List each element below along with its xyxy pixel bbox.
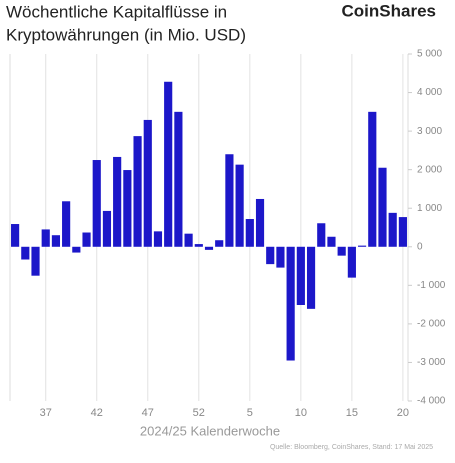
bar bbox=[255, 198, 265, 247]
bar bbox=[245, 219, 254, 247]
bar bbox=[31, 246, 40, 276]
bar bbox=[347, 246, 356, 278]
y-tick-label: 2 000 bbox=[417, 164, 442, 175]
y-tick-label: 4 000 bbox=[417, 87, 442, 98]
bar bbox=[113, 156, 122, 247]
y-tick-label: -3 000 bbox=[417, 357, 446, 368]
bar bbox=[133, 136, 142, 247]
bar bbox=[204, 246, 214, 250]
x-axis-title: 2024/25 Kalenderwoche bbox=[140, 423, 280, 438]
bar bbox=[51, 235, 61, 247]
bar bbox=[215, 240, 224, 247]
bar bbox=[368, 111, 377, 247]
x-tick-label: 47 bbox=[142, 407, 154, 419]
y-tick-label: 1 000 bbox=[417, 203, 442, 214]
chart-title: Kryptowährungen (in Mio. USD) bbox=[6, 25, 246, 44]
y-tick-label: 5 000 bbox=[417, 49, 442, 60]
y-tick-label: 0 bbox=[417, 241, 423, 252]
bar bbox=[398, 217, 407, 247]
bar bbox=[286, 246, 295, 361]
bar bbox=[123, 170, 132, 247]
y-tick-label: -4 000 bbox=[417, 396, 446, 407]
brand-logo: CoinShares bbox=[342, 1, 436, 20]
x-tick-label: 10 bbox=[295, 407, 307, 419]
bar bbox=[62, 201, 71, 247]
y-tick-label: 3 000 bbox=[417, 126, 442, 137]
x-tick-label: 42 bbox=[91, 407, 103, 419]
source-note: Quelle: Bloomberg, CoinShares, Stand: 17… bbox=[270, 444, 433, 451]
bar bbox=[378, 167, 387, 247]
bar bbox=[184, 233, 193, 247]
x-tick-label: 15 bbox=[346, 407, 358, 419]
bar bbox=[164, 81, 173, 247]
bar bbox=[337, 246, 346, 256]
bar bbox=[174, 111, 183, 247]
bar bbox=[143, 119, 152, 247]
x-tick-label: 37 bbox=[40, 407, 52, 419]
y-tick-label: -1 000 bbox=[417, 280, 446, 291]
bar bbox=[296, 246, 305, 305]
x-tick-label: 5 bbox=[247, 407, 253, 419]
bar bbox=[357, 245, 367, 247]
bar bbox=[276, 246, 285, 268]
bar bbox=[21, 246, 30, 260]
bar bbox=[225, 154, 234, 247]
bar bbox=[306, 246, 316, 309]
bar bbox=[82, 232, 91, 247]
bar bbox=[92, 160, 101, 247]
y-tick-label: -2 000 bbox=[417, 319, 446, 330]
bar bbox=[41, 229, 50, 247]
bar bbox=[194, 244, 203, 247]
bar bbox=[235, 164, 244, 247]
bar bbox=[102, 210, 112, 247]
bar bbox=[317, 223, 326, 247]
bar bbox=[11, 224, 20, 247]
bar bbox=[153, 231, 163, 247]
x-tick-label: 52 bbox=[193, 407, 205, 419]
bar bbox=[327, 236, 336, 247]
bar bbox=[266, 246, 275, 265]
bar bbox=[388, 212, 397, 247]
x-tick-label: 20 bbox=[397, 407, 409, 419]
bar bbox=[72, 246, 81, 253]
chart-title: Wöchentliche Kapitalflüsse in bbox=[6, 2, 227, 21]
